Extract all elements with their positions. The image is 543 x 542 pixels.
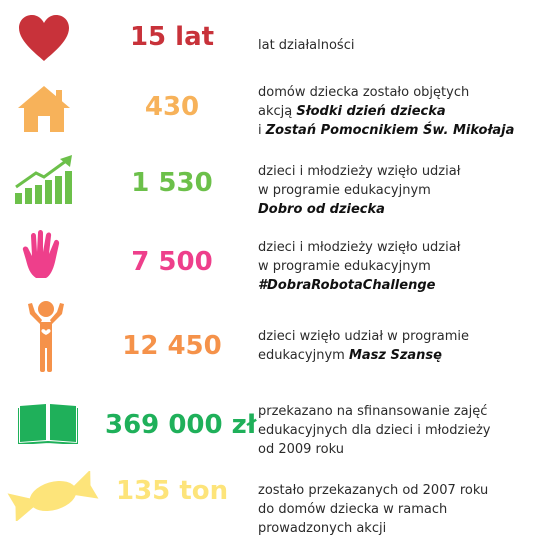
stat-value-orphanages: 430: [144, 92, 200, 122]
description-line: lat działalności: [258, 36, 540, 55]
stat-row-years: 15 lat lat działalności: [0, 0, 543, 80]
description-emphasis: Zostań Pomocnikiem Św. Mikołaja: [265, 123, 515, 138]
description-text: dzieci wzięło udział w programie: [258, 329, 470, 344]
description-line: od 2009 roku: [258, 440, 540, 459]
description-text: zostało przekazanych od 2007 roku: [258, 483, 489, 498]
description-line: Dobro od dziecka: [258, 200, 540, 219]
description-line: akcją Słodki dzień dziecka: [258, 102, 540, 121]
growth-chart-icon: [14, 155, 76, 205]
stat-value-good-job-challenge: 7 500: [131, 247, 213, 277]
stat-row-orphanages: 430 domów dziecka zostało objętych akcją…: [0, 80, 543, 160]
stat-description-good-job-challenge: dzieci i młodzieży wzięło udział w progr…: [258, 238, 540, 295]
stat-value-funding: 369 000 zł: [105, 410, 257, 440]
description-text: dzieci i młodzieży wzięło udział: [258, 240, 461, 255]
hand-icon: [22, 230, 68, 280]
description-line: edukacyjnym Masz Szansę: [258, 346, 540, 365]
description-line: dzieci i młodzieży wzięło udział: [258, 162, 540, 181]
description-line: do domów dziecka w ramach: [258, 500, 540, 519]
description-line: dzieci i młodzieży wzięło udział: [258, 238, 540, 257]
description-text: domów dziecka zostało objętych: [258, 85, 470, 100]
description-text: edukacyjnych dla dzieci i młodzieży: [258, 423, 491, 438]
description-text: akcją: [258, 104, 297, 119]
description-emphasis: #DobraRobotaChallenge: [258, 278, 436, 293]
description-text: dzieci i młodzieży wzięło udział: [258, 164, 461, 179]
stat-row-sweets: 135 ton zostało przekazanych od 2007 rok…: [0, 465, 543, 542]
stat-value-years: 15 lat: [129, 22, 215, 52]
description-line: dzieci wzięło udział w programie: [258, 327, 540, 346]
stat-description-good-from-child: dzieci i młodzieży wzięło udział w progr…: [258, 162, 540, 219]
stat-row-funding: 369 000 zł przekazano na sfinansowanie z…: [0, 390, 543, 465]
stat-description-you-have-a-chance: dzieci wzięło udział w programie edukacy…: [258, 327, 540, 365]
house-icon: [16, 84, 72, 134]
stat-description-sweets: zostało przekazanych od 2007 roku do dom…: [258, 481, 540, 538]
description-text: od 2009 roku: [258, 442, 344, 457]
description-line: domów dziecka zostało objętych: [258, 83, 540, 102]
stat-row-you-have-a-chance: 12 450 dzieci wzięło udział w programie …: [0, 300, 543, 390]
description-emphasis: Dobro od dziecka: [258, 202, 385, 217]
description-text: prowadzonych akcji: [258, 521, 387, 536]
child-figure-icon: [26, 300, 66, 374]
description-emphasis: Słodki dzień dziecka: [296, 104, 446, 119]
description-line: zostało przekazanych od 2007 roku: [258, 481, 540, 500]
description-text: w programie edukacyjnym: [258, 183, 431, 198]
heart-icon: [17, 14, 71, 62]
description-emphasis: Masz Szansę: [348, 348, 442, 363]
open-book-icon: [18, 402, 78, 444]
description-text: lat działalności: [258, 38, 355, 53]
description-text: w programie edukacyjnym: [258, 259, 431, 274]
description-line: prowadzonych akcji: [258, 519, 540, 538]
stat-description-orphanages: domów dziecka zostało objętych akcją Sło…: [258, 83, 540, 140]
stat-value-good-from-child: 1 530: [131, 168, 213, 198]
candy-icon: [6, 471, 100, 521]
description-line: przekazano na sfinansowanie zajęć: [258, 402, 540, 421]
stat-row-good-from-child: 1 530 dzieci i młodzieży wzięło udział w…: [0, 155, 543, 230]
description-line: w programie edukacyjnym: [258, 181, 540, 200]
description-text: do domów dziecka w ramach: [258, 502, 448, 517]
description-line: #DobraRobotaChallenge: [258, 276, 540, 295]
stat-description-funding: przekazano na sfinansowanie zajęć edukac…: [258, 402, 540, 459]
description-line: edukacyjnych dla dzieci i młodzieży: [258, 421, 540, 440]
description-line: i Zostań Pomocnikiem Św. Mikołaja: [258, 121, 540, 140]
description-text: i: [258, 123, 266, 138]
stat-value-you-have-a-chance: 12 450: [122, 331, 222, 361]
description-text: przekazano na sfinansowanie zajęć: [258, 404, 488, 419]
description-line: w programie edukacyjnym: [258, 257, 540, 276]
description-text: edukacyjnym: [258, 348, 349, 363]
stat-description-years: lat działalności: [258, 36, 540, 55]
stat-row-good-job-challenge: 7 500 dzieci i młodzieży wzięło udział w…: [0, 230, 543, 300]
stat-value-sweets: 135 ton: [116, 476, 229, 506]
